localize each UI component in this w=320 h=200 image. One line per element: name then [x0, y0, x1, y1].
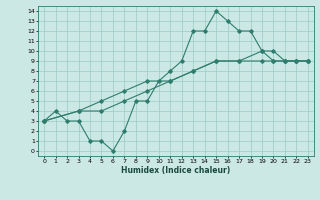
X-axis label: Humidex (Indice chaleur): Humidex (Indice chaleur) [121, 166, 231, 175]
